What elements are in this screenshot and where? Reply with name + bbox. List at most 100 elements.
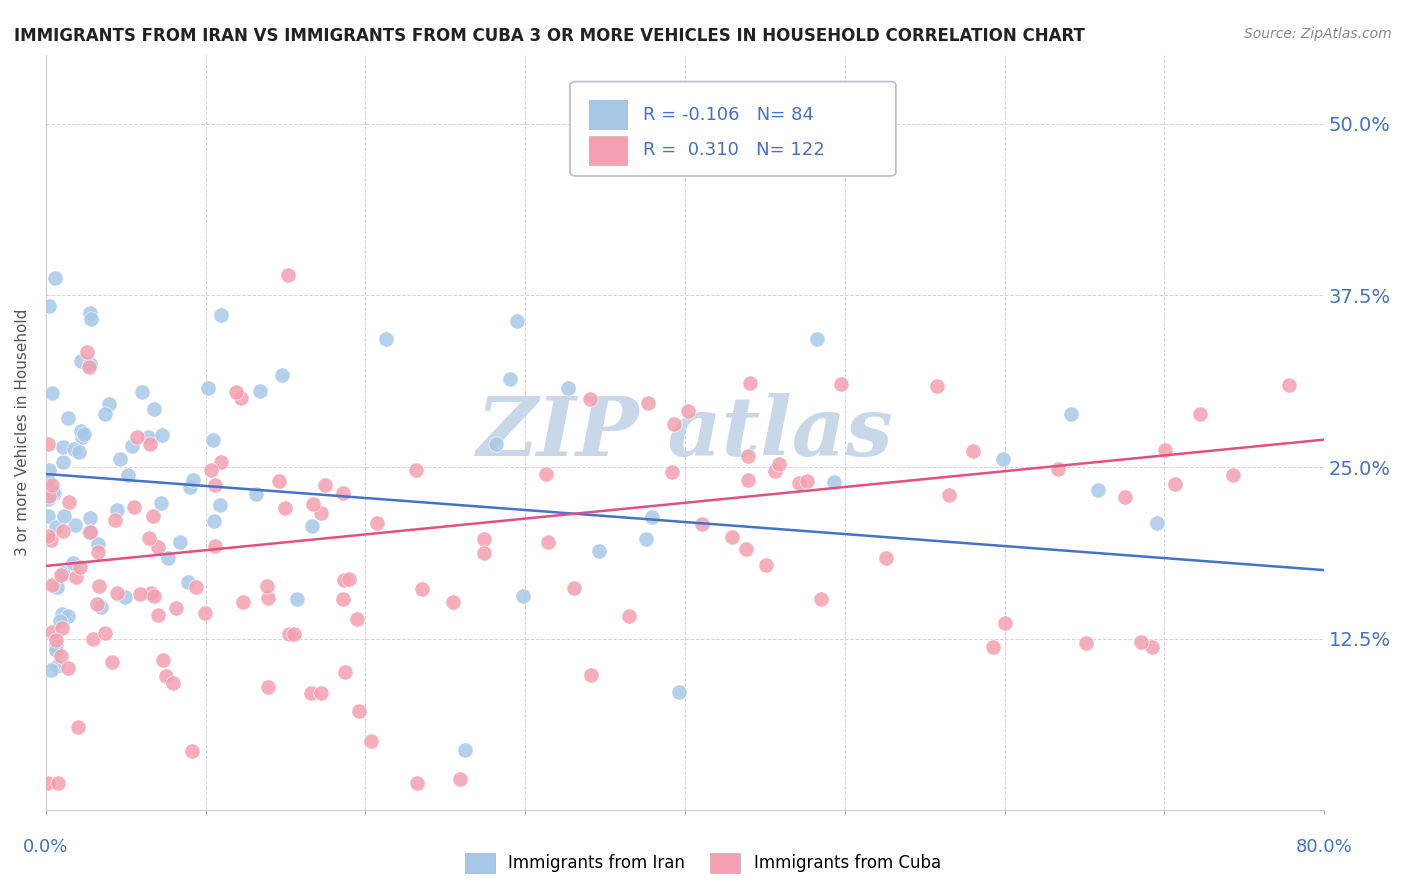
Point — [65, 570, 87, 584]
Point — [77, 360, 100, 375]
Point — [285, 591, 308, 606]
Point — [257, 591, 280, 605]
Point — [177, 574, 200, 589]
Point — [42, 486, 65, 500]
Point — [127, 430, 149, 444]
Point — [225, 384, 247, 399]
Point — [117, 467, 139, 482]
Point — [938, 488, 960, 502]
Point — [52, 441, 75, 455]
Point — [1087, 483, 1109, 497]
Point — [142, 401, 165, 416]
Point — [39, 533, 62, 548]
Point — [1222, 468, 1244, 483]
Point — [51, 607, 73, 622]
Point — [1142, 640, 1164, 655]
Point — [52, 524, 75, 538]
Point — [232, 595, 254, 609]
Point — [51, 455, 73, 469]
Point — [37, 529, 59, 543]
Point — [534, 467, 557, 482]
Point — [311, 686, 333, 700]
Point — [52, 566, 75, 581]
Point — [62, 442, 84, 456]
Legend: Immigrants from Iran, Immigrants from Cuba: Immigrants from Iran, Immigrants from Cu… — [458, 847, 948, 880]
Point — [179, 480, 201, 494]
Point — [90, 599, 112, 614]
Point — [200, 463, 222, 477]
Point — [152, 653, 174, 667]
Point — [181, 743, 204, 757]
Point — [94, 407, 117, 421]
Point — [37, 437, 59, 451]
Point — [104, 513, 127, 527]
Point — [121, 439, 143, 453]
Point — [186, 580, 208, 594]
Point — [150, 427, 173, 442]
Point — [1188, 407, 1211, 421]
Point — [346, 612, 368, 626]
Point — [662, 417, 685, 431]
Point — [994, 615, 1017, 630]
Point — [962, 443, 984, 458]
Point — [1047, 462, 1070, 476]
Point — [314, 478, 336, 492]
Point — [209, 308, 232, 322]
Point — [204, 478, 226, 492]
Point — [299, 686, 322, 700]
Point — [41, 625, 63, 640]
Point — [37, 776, 59, 790]
Point — [1164, 476, 1187, 491]
Point — [51, 568, 73, 582]
Point — [993, 452, 1015, 467]
Point — [58, 495, 80, 509]
Point — [309, 506, 332, 520]
Point — [46, 776, 69, 790]
Point — [512, 589, 534, 603]
Point — [449, 772, 471, 786]
Point — [143, 589, 166, 603]
Point — [108, 452, 131, 467]
Point — [37, 491, 59, 506]
Point — [806, 332, 828, 346]
Point — [267, 474, 290, 488]
Point — [472, 532, 495, 546]
Point — [537, 534, 560, 549]
Point — [80, 311, 103, 326]
Point — [634, 533, 657, 547]
Point — [105, 586, 128, 600]
Point — [332, 486, 354, 500]
Point — [37, 474, 59, 488]
Point — [138, 437, 160, 451]
Point — [86, 545, 108, 559]
Point — [52, 509, 75, 524]
Point — [579, 392, 602, 406]
Point — [755, 558, 778, 572]
Point — [80, 524, 103, 539]
Point — [283, 626, 305, 640]
Point — [197, 381, 219, 395]
Point — [637, 396, 659, 410]
Point — [332, 592, 354, 607]
Point — [737, 449, 759, 463]
Text: IMMIGRANTS FROM IRAN VS IMMIGRANTS FROM CUBA 3 OR MORE VEHICLES IN HOUSEHOLD COR: IMMIGRANTS FROM IRAN VS IMMIGRANTS FROM … — [14, 27, 1085, 45]
Point — [45, 519, 67, 533]
Point — [472, 546, 495, 560]
Point — [194, 606, 217, 620]
Point — [169, 535, 191, 549]
Point — [98, 396, 121, 410]
Point — [562, 581, 585, 595]
Point — [42, 486, 65, 500]
Point — [63, 518, 86, 533]
Point — [374, 332, 396, 346]
Point — [366, 516, 388, 530]
Text: 80.0%: 80.0% — [1296, 838, 1353, 856]
Point — [301, 518, 323, 533]
Point — [67, 721, 90, 735]
Point — [337, 572, 360, 586]
Point — [1130, 634, 1153, 648]
Point — [86, 597, 108, 611]
Point — [661, 465, 683, 479]
Point — [39, 664, 62, 678]
Point — [162, 675, 184, 690]
